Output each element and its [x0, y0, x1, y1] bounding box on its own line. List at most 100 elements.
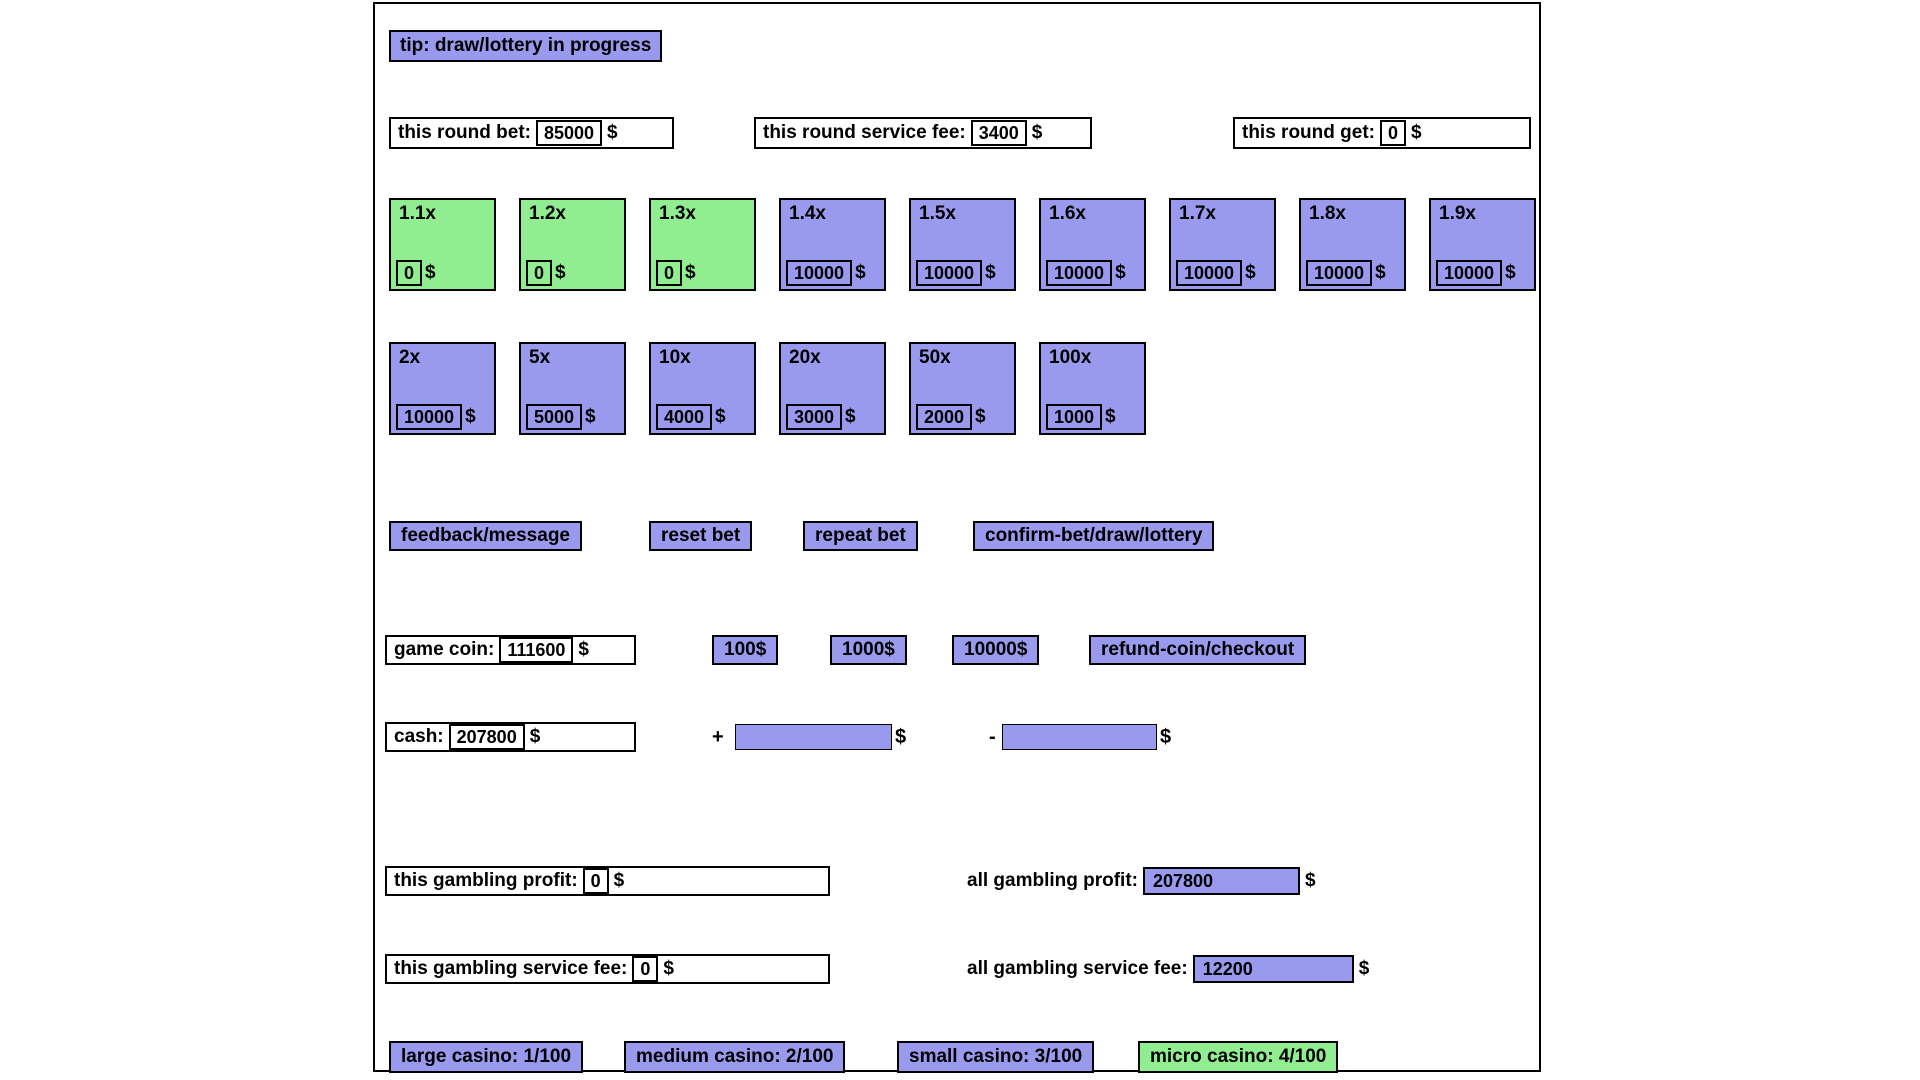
- bet-box-1.9x[interactable]: 1.9x 10000 $: [1429, 198, 1536, 291]
- bet-amount-input[interactable]: 5000: [526, 404, 583, 430]
- bet-box-1.6x[interactable]: 1.6x 10000 $: [1039, 198, 1146, 291]
- currency-symbol: $: [855, 262, 866, 283]
- multiplier-label: 1.7x: [1179, 203, 1216, 224]
- reset-bet-button[interactable]: reset bet: [649, 521, 753, 551]
- currency-symbol: $: [613, 870, 625, 891]
- bet-amount-input[interactable]: 10000: [786, 260, 853, 286]
- bet-amount-input[interactable]: 1000: [1046, 404, 1103, 430]
- currency-symbol: $: [529, 726, 541, 747]
- bet-amount-input[interactable]: 0: [526, 260, 553, 286]
- currency-symbol: $: [663, 958, 674, 979]
- minus-sign: -: [989, 725, 996, 748]
- multiplier-label: 1.1x: [399, 203, 436, 224]
- currency-symbol: $: [1358, 958, 1370, 979]
- add-coin-1000-button[interactable]: 1000$: [830, 635, 907, 665]
- multiplier-label: 5x: [529, 347, 551, 368]
- bet-amount-input[interactable]: 10000: [916, 260, 983, 286]
- currency-symbol: $: [1105, 406, 1116, 427]
- this-gambling-profit-value: 0: [582, 868, 609, 894]
- round-bet-label: this round bet:: [398, 122, 531, 143]
- currency-symbol: $: [845, 406, 856, 427]
- all-gambling-profit-label: all gambling profit:: [967, 870, 1138, 891]
- currency-symbol: $: [1031, 122, 1043, 143]
- round-bet-field: this round bet: 85000 $: [389, 117, 674, 149]
- cash-field: cash: 207800 $: [385, 722, 636, 752]
- bet-box-1.2x[interactable]: 1.2x 0 $: [519, 198, 626, 291]
- bet-box-20x[interactable]: 20x 3000 $: [779, 342, 886, 435]
- round-get-label: this round get:: [1242, 122, 1375, 143]
- add-coin-100-button[interactable]: 100$: [712, 635, 779, 665]
- bet-amount-input[interactable]: 10000: [1306, 260, 1373, 286]
- bet-amount-input[interactable]: 0: [396, 260, 423, 286]
- bet-box-1.7x[interactable]: 1.7x 10000 $: [1169, 198, 1276, 291]
- bet-amount-input[interactable]: 3000: [786, 404, 843, 430]
- casino-game-panel: tip: draw/lottery in progress this round…: [373, 2, 1541, 1073]
- currency-symbol: $: [1160, 725, 1172, 748]
- this-gambling-service-fee-value: 0: [632, 956, 659, 982]
- this-gambling-service-fee-field: this gambling service fee: 0 $: [385, 954, 830, 984]
- multiplier-label: 1.4x: [789, 203, 826, 224]
- round-service-fee-value: 3400: [970, 120, 1027, 146]
- multiplier-label: 1.2x: [529, 203, 566, 224]
- feedback-message-button[interactable]: feedback/message: [389, 521, 582, 551]
- bet-box-100x[interactable]: 100x 1000 $: [1039, 342, 1146, 435]
- all-gambling-service-fee-label: all gambling service fee:: [967, 958, 1188, 979]
- currency-symbol: $: [555, 262, 566, 283]
- multiplier-label: 10x: [659, 347, 691, 368]
- tip-banner: tip: draw/lottery in progress: [389, 30, 663, 62]
- cash-subtract-input[interactable]: [1002, 724, 1157, 750]
- bet-amount-input[interactable]: 10000: [396, 404, 463, 430]
- large-casino-tab[interactable]: large casino: 1/100: [389, 1041, 584, 1073]
- micro-casino-tab[interactable]: micro casino: 4/100: [1138, 1041, 1339, 1073]
- multiplier-label: 1.6x: [1049, 203, 1086, 224]
- bet-amount-input[interactable]: 0: [656, 260, 683, 286]
- cash-label: cash:: [394, 726, 444, 747]
- refund-coin-checkout-button[interactable]: refund-coin/checkout: [1089, 635, 1307, 665]
- all-gambling-service-fee-value: 12200: [1192, 955, 1354, 983]
- repeat-bet-button[interactable]: repeat bet: [803, 521, 918, 551]
- bet-box-1.1x[interactable]: 1.1x 0 $: [389, 198, 496, 291]
- currency-symbol: $: [975, 406, 986, 427]
- currency-symbol: $: [985, 262, 996, 283]
- currency-symbol: $: [1505, 262, 1516, 283]
- cash-add-input[interactable]: [735, 724, 892, 750]
- multiplier-label: 1.3x: [659, 203, 696, 224]
- multiplier-label: 100x: [1049, 347, 1092, 368]
- confirm-bet-draw-lottery-button[interactable]: confirm-bet/draw/lottery: [973, 521, 1215, 551]
- multiplier-label: 2x: [399, 347, 421, 368]
- bet-box-50x[interactable]: 50x 2000 $: [909, 342, 1016, 435]
- currency-symbol: $: [425, 262, 436, 283]
- round-bet-value: 85000: [535, 120, 603, 146]
- bet-amount-input[interactable]: 10000: [1176, 260, 1243, 286]
- bet-amount-input[interactable]: 4000: [656, 404, 713, 430]
- currency-symbol: $: [585, 406, 596, 427]
- bet-box-5x[interactable]: 5x 5000 $: [519, 342, 626, 435]
- medium-casino-tab[interactable]: medium casino: 2/100: [624, 1041, 846, 1073]
- currency-symbol: $: [607, 122, 618, 143]
- small-casino-tab[interactable]: small casino: 3/100: [897, 1041, 1095, 1073]
- currency-symbol: $: [465, 406, 476, 427]
- add-coin-10000-button[interactable]: 10000$: [952, 635, 1040, 665]
- bet-box-10x[interactable]: 10x 4000 $: [649, 342, 756, 435]
- bet-amount-input[interactable]: 10000: [1436, 260, 1503, 286]
- bet-box-1.5x[interactable]: 1.5x 10000 $: [909, 198, 1016, 291]
- all-gambling-service-fee-group: all gambling service fee: 12200 $: [967, 954, 1369, 984]
- game-coin-value: 111600: [499, 637, 574, 663]
- bet-amount-input[interactable]: 10000: [1046, 260, 1113, 286]
- bet-box-1.4x[interactable]: 1.4x 10000 $: [779, 198, 886, 291]
- bet-box-1.3x[interactable]: 1.3x 0 $: [649, 198, 756, 291]
- currency-symbol: $: [1115, 262, 1126, 283]
- all-gambling-profit-group: all gambling profit: 207800 $: [967, 866, 1316, 896]
- currency-symbol: $: [1411, 122, 1422, 143]
- multiplier-label: 1.5x: [919, 203, 956, 224]
- bet-amount-input[interactable]: 2000: [916, 404, 973, 430]
- this-gambling-profit-field: this gambling profit: 0 $: [385, 866, 830, 896]
- multiplier-label: 1.8x: [1309, 203, 1346, 224]
- bet-box-2x[interactable]: 2x 10000 $: [389, 342, 496, 435]
- this-gambling-profit-label: this gambling profit:: [394, 870, 578, 891]
- currency-symbol: $: [895, 725, 907, 748]
- round-service-fee-field: this round service fee: 3400 $: [754, 117, 1092, 149]
- currency-symbol: $: [1375, 262, 1386, 283]
- multiplier-label: 1.9x: [1439, 203, 1476, 224]
- bet-box-1.8x[interactable]: 1.8x 10000 $: [1299, 198, 1406, 291]
